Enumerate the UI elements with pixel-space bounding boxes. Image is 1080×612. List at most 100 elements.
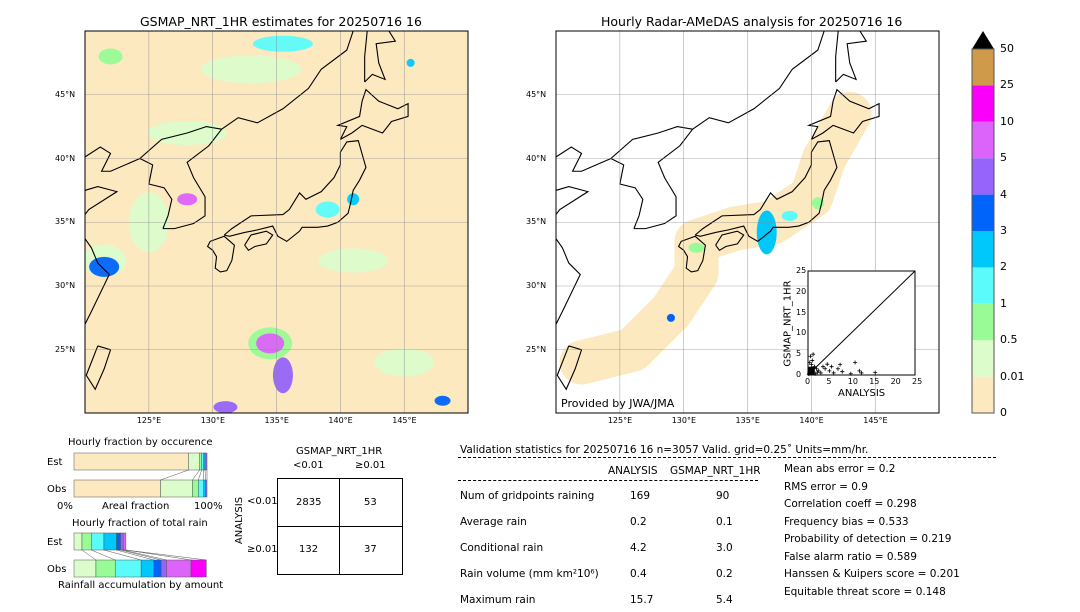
scatter-point	[835, 366, 840, 371]
connector-line	[192, 469, 200, 481]
scatter-point	[810, 366, 815, 371]
lon-tick-label: 140°E	[328, 416, 353, 425]
x-tick-label: 15	[869, 377, 880, 386]
occ-obs-label: Obs	[47, 484, 67, 495]
colorbar-label: 50	[1000, 42, 1014, 55]
rain-cell	[89, 256, 120, 277]
stat-analysis-value: 169	[630, 490, 651, 502]
lon-tick-label: 145°E	[863, 416, 888, 425]
left_map-map	[84, 30, 469, 414]
y-tick-label: 10	[796, 328, 807, 338]
stat-gsmap-value: 3.0	[716, 542, 733, 554]
coastline-korea	[609, 126, 694, 230]
credit-text: Provided by JWA/JMA	[561, 397, 675, 410]
colorbar-segment	[972, 194, 994, 231]
coastline-korea	[138, 126, 223, 230]
lat-tick-label: 25°N	[526, 344, 547, 354]
coastline-taiwan	[85, 345, 112, 391]
stat-gsmap-value: 0.2	[716, 568, 733, 580]
lat-tick-label: 40°N	[526, 153, 547, 163]
score-line: Probability of detection = 0.219	[784, 533, 952, 545]
x-tick-label: 0	[805, 377, 811, 386]
x-axis-label: ANALYSIS	[838, 388, 886, 399]
rain-obs-label: Obs	[47, 564, 67, 575]
score-line: Correlation coeff = 0.298	[784, 498, 917, 510]
rain-cell	[252, 35, 313, 52]
scatter-point	[814, 366, 819, 371]
stat-label: Average rain	[460, 516, 527, 528]
rain-est-segment	[81, 532, 92, 551]
scatter-point	[807, 360, 812, 365]
lon-tick-label: 135°E	[264, 416, 289, 425]
cell-0-1: 53	[364, 497, 377, 508]
scatter-point	[838, 362, 843, 367]
colorbar-segment	[972, 376, 994, 413]
coastline-russia	[221, 31, 354, 130]
scatter-point	[810, 358, 815, 363]
y-tick-label: 25	[796, 266, 807, 275]
stat-label: Conditional rain	[460, 542, 544, 554]
connector-line	[91, 549, 116, 561]
coastline-russia	[692, 31, 825, 130]
scatter-point	[873, 370, 878, 375]
colorbar-segment	[972, 340, 994, 377]
contingency-table: 2835 53 132 37	[277, 478, 403, 575]
colorbar-segment	[972, 231, 994, 268]
occ-obs-segment	[192, 479, 199, 498]
stat-label: Maximum rain	[460, 594, 536, 606]
scatter-point	[811, 352, 816, 357]
stat-gsmap-value: 0.1	[716, 516, 733, 528]
occ-obs-segment	[203, 479, 206, 498]
radar-rain-cell	[781, 210, 798, 221]
connector-line	[204, 469, 206, 481]
rain-obs-segment	[73, 559, 97, 578]
score-line: RMS error = 0.9	[784, 480, 868, 493]
rain-xlabel: Rainfall accumulation by amount	[58, 580, 224, 591]
left-map-title: GSMAP_NRT_1HR estimates for 20250716 16	[140, 14, 422, 29]
connector-line	[160, 469, 189, 481]
rain-cell	[406, 58, 415, 67]
contingency-title: GSMAP_NRT_1HR	[296, 446, 383, 457]
lon-tick-label: 145°E	[392, 416, 417, 425]
scatter-point	[859, 370, 864, 375]
rain-obs-segment	[140, 559, 155, 578]
rain-cell	[318, 248, 389, 273]
connector-line	[198, 469, 202, 481]
score-line: Equitable threat score = 0.148	[784, 585, 946, 598]
score-line: Frequency bias = 0.533	[784, 515, 909, 528]
stats-col-gsmap: GSMAP_NRT_1HR	[670, 465, 761, 477]
scatter-point	[820, 364, 825, 369]
coastline-sakhalin	[835, 31, 868, 83]
rain-cell	[315, 201, 340, 218]
connector-line	[81, 549, 97, 561]
scatter-point	[815, 370, 820, 375]
radar-coverage	[559, 91, 872, 385]
rain-est-segment	[73, 532, 83, 551]
scatter-point	[808, 369, 813, 374]
colorbar-segment	[972, 303, 994, 341]
scatter-inset	[806, 270, 916, 377]
occ-est-segment	[204, 452, 208, 471]
scatter-point	[827, 368, 832, 373]
cont-row-0: <0.01	[247, 496, 278, 507]
coastline-hokkaido	[806, 88, 880, 140]
cell-1-0: 132	[299, 544, 319, 555]
rain-est-segment	[91, 532, 105, 551]
x-tick-label: 5	[826, 377, 832, 386]
occ-est-segment	[73, 452, 189, 471]
stat-label: Num of gridpoints raining	[460, 490, 595, 502]
coastline-hokkaido	[335, 88, 409, 140]
left_map-map-frame	[84, 30, 469, 414]
dense-point-cluster	[808, 366, 815, 375]
rain-obs-segment	[153, 559, 162, 578]
colorbar-segment	[972, 49, 994, 86]
maps-svg	[84, 30, 995, 414]
coastline-china	[556, 146, 612, 326]
occ-xmin: 0%	[57, 501, 73, 512]
lon-tick-label: 125°E	[607, 416, 633, 425]
occ-xmax: 100%	[194, 501, 223, 512]
total-rain-title: Hourly fraction of total rain	[72, 518, 208, 529]
scatter-point	[809, 362, 814, 367]
rain-est-segment	[103, 532, 117, 551]
x-tick-label: 10	[847, 377, 858, 386]
